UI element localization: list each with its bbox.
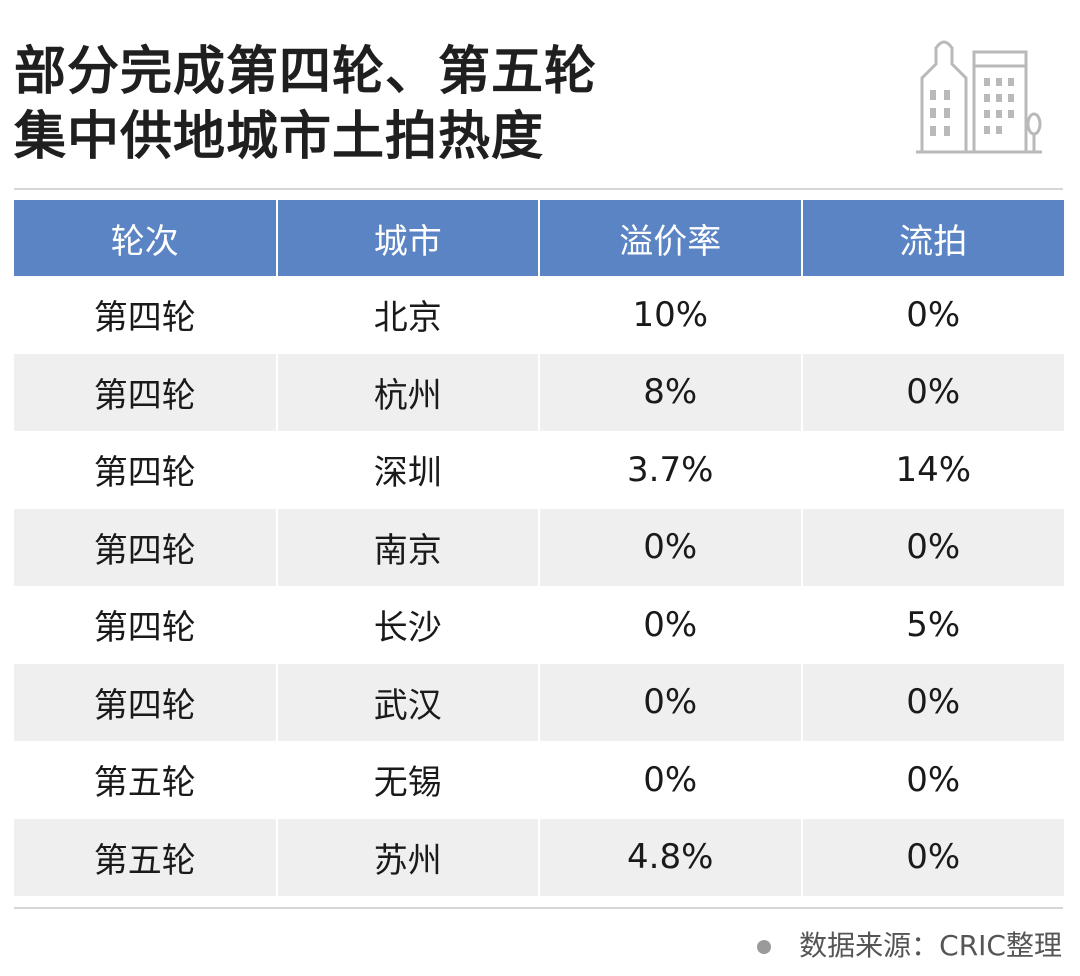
cell-premium-rate: 0% (539, 741, 803, 819)
cell-failed-auction: 0% (801, 276, 1064, 354)
cell-premium-rate: 0% (539, 508, 803, 586)
cell-round: 第五轮 (14, 818, 278, 896)
cell-city: 杭州 (276, 353, 540, 431)
cell-failed-auction: 0% (801, 818, 1064, 896)
cell-premium-rate: 10% (539, 276, 803, 354)
header-premium-rate: 溢价率 (539, 200, 803, 276)
title-line-1: 部分完成第四轮、第五轮 (14, 42, 598, 102)
cell-round: 第四轮 (14, 663, 278, 741)
cell-premium-rate: 3.7% (539, 431, 803, 509)
cell-round: 第五轮 (14, 741, 278, 819)
header-city: 城市 (276, 200, 540, 276)
table-row: 第四轮 深圳 3.7% 14% (14, 431, 1064, 509)
cell-city: 长沙 (276, 586, 540, 664)
cell-premium-rate: 0% (539, 586, 803, 664)
cell-failed-auction: 0% (801, 508, 1064, 586)
cell-round: 第四轮 (14, 353, 278, 431)
cell-round: 第四轮 (14, 431, 278, 509)
header-round: 轮次 (14, 200, 278, 276)
table-row: 第四轮 杭州 8% 0% (14, 353, 1064, 431)
cell-premium-rate: 8% (539, 353, 803, 431)
cell-city: 北京 (276, 276, 540, 354)
cell-premium-rate: 0% (539, 663, 803, 741)
page-title: 部分完成第四轮、第五轮 集中供地城市土拍热度 (14, 40, 597, 170)
cell-failed-auction: 0% (801, 353, 1064, 431)
source-note: 数据来源：CRIC整理 (757, 924, 1062, 964)
cell-failed-auction: 0% (801, 741, 1064, 819)
cell-premium-rate: 4.8% (539, 818, 803, 896)
cell-round: 第四轮 (14, 508, 278, 586)
bullet-dot-icon (757, 940, 772, 954)
table-header-row: 轮次 城市 溢价率 流拍 (14, 200, 1064, 276)
cell-city: 南京 (276, 508, 540, 586)
table-row: 第四轮 武汉 0% 0% (14, 663, 1064, 741)
cell-failed-auction: 5% (801, 586, 1064, 664)
cell-failed-auction: 0% (801, 663, 1064, 741)
buildings-icon (916, 40, 1042, 154)
bottom-divider (14, 907, 1063, 909)
title-line-2: 集中供地城市土拍热度 (14, 107, 545, 167)
table-row: 第五轮 苏州 4.8% 0% (14, 818, 1064, 896)
header-failed-auction: 流拍 (801, 200, 1064, 276)
table-row: 第四轮 北京 10% 0% (14, 276, 1064, 354)
top-divider (14, 188, 1063, 190)
table-row: 第四轮 南京 0% 0% (14, 508, 1064, 586)
data-table: 轮次 城市 溢价率 流拍 第四轮 北京 10% 0% 第四轮 杭州 8% 0% … (14, 200, 1064, 896)
table-row: 第四轮 长沙 0% 5% (14, 586, 1064, 664)
cell-city: 无锡 (276, 741, 540, 819)
cell-failed-auction: 14% (801, 431, 1064, 509)
cell-city: 苏州 (276, 818, 540, 896)
source-text: 数据来源：CRIC整理 (799, 929, 1062, 962)
cell-round: 第四轮 (14, 276, 278, 354)
cell-round: 第四轮 (14, 586, 278, 664)
cell-city: 深圳 (276, 431, 540, 509)
cell-city: 武汉 (276, 663, 540, 741)
table-row: 第五轮 无锡 0% 0% (14, 741, 1064, 819)
